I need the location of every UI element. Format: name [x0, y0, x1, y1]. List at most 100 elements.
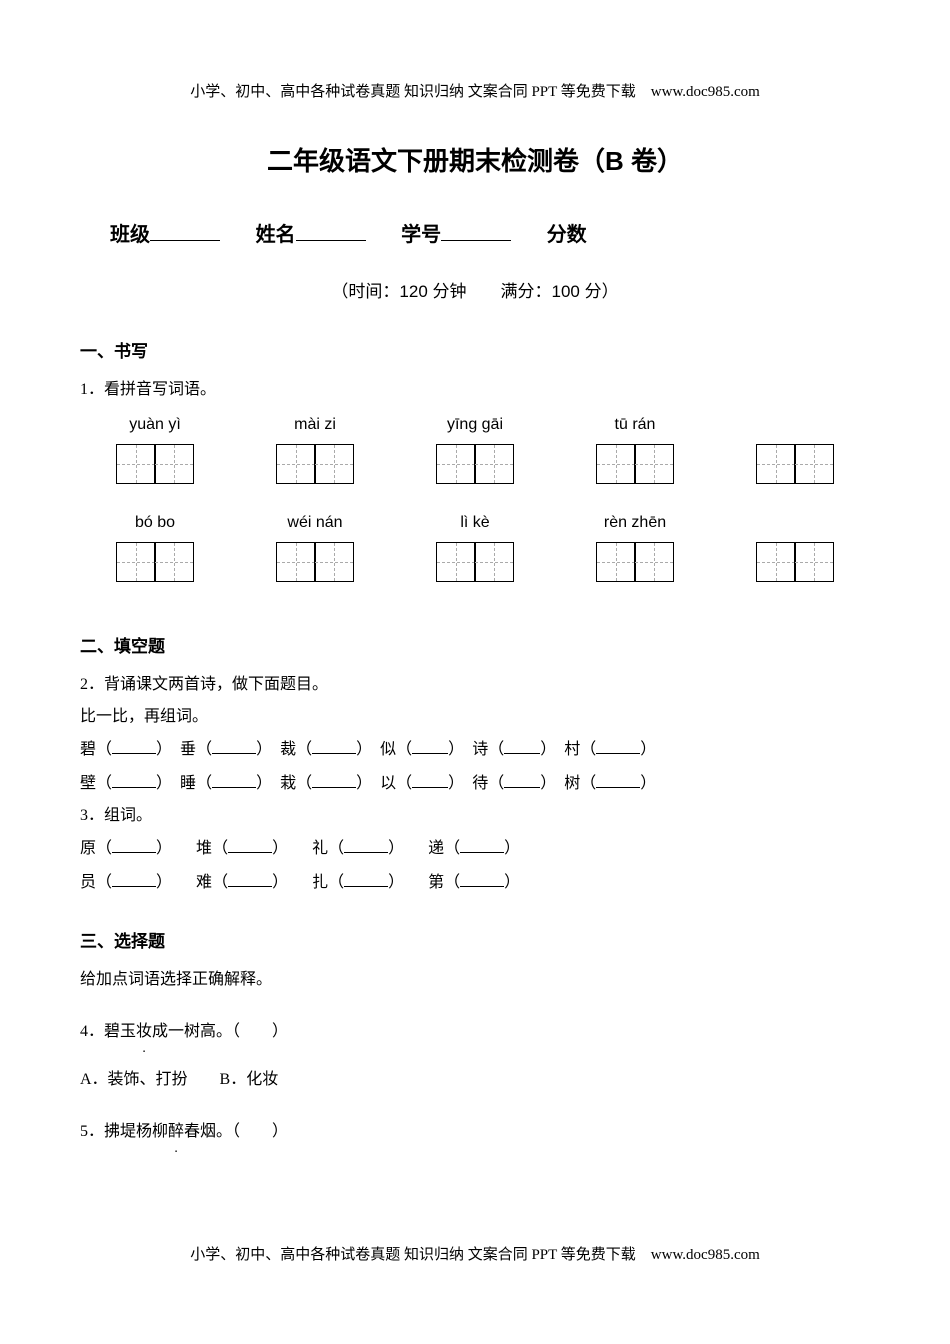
pinyin-group: yuàn yì [80, 416, 230, 484]
footer-text: 小学、初中、高中各种试卷真题 知识归纳 文案合同 PPT 等免费下载 www.d… [0, 1243, 950, 1264]
char: 原 [80, 840, 96, 857]
section-3-intro: 给加点词语选择正确解释。 [80, 964, 870, 996]
q3-row1: 原（） 堆（） 礼（） 递（） [80, 832, 870, 866]
write-boxes[interactable] [596, 542, 675, 582]
blank[interactable] [228, 839, 272, 853]
q2-label: 2．背诵课文两首诗，做下面题目。 [80, 669, 870, 701]
blank[interactable] [112, 839, 156, 853]
q4: 4．碧玉妆成一树高。（ ） [80, 1016, 870, 1048]
pinyin-label: yīng gāi [447, 416, 503, 436]
char: 树 [564, 775, 580, 792]
blank[interactable] [596, 740, 640, 754]
header-text: 小学、初中、高中各种试卷真题 知识归纳 文案合同 PPT 等免费下载 www.d… [80, 80, 870, 101]
pinyin-group: rèn zhēn [560, 514, 710, 582]
char: 堆 [196, 840, 212, 857]
blank[interactable] [312, 740, 356, 754]
q-text: 春烟。（ ） [184, 1123, 288, 1140]
blank[interactable] [112, 774, 156, 788]
pinyin-label: mài zi [294, 416, 336, 436]
char: 以 [380, 775, 396, 792]
char: 递 [428, 840, 444, 857]
dotted-char: 妆 [136, 1016, 152, 1048]
char: 扎 [312, 874, 328, 891]
blank[interactable] [460, 839, 504, 853]
q1-label: 1．看拼音写词语。 [80, 374, 870, 406]
pinyin-label: bó bo [135, 514, 175, 534]
pinyin-label: rèn zhēn [604, 514, 666, 534]
char: 礼 [312, 840, 328, 857]
name-label: 姓名 [256, 224, 296, 246]
q-text: 成一树高。（ ） [152, 1023, 288, 1040]
page: 小学、初中、高中各种试卷真题 知识归纳 文案合同 PPT 等免费下载 www.d… [0, 0, 950, 1344]
char: 壁 [80, 775, 96, 792]
pinyin-group: mài zi [240, 416, 390, 484]
section-1-heading: 一、书写 [80, 337, 870, 362]
exam-title: 二年级语文下册期末检测卷（B 卷） [80, 141, 870, 178]
q5: 5．拂堤杨柳醉春烟。（ ） [80, 1116, 870, 1148]
q-text: 碧玉 [104, 1023, 136, 1040]
pinyin-row-1: yuàn yì mài zi yīng gāi tū rán [80, 416, 870, 484]
q3-row2: 员（） 难（） 扎（） 第（） [80, 866, 870, 900]
blank[interactable] [344, 873, 388, 887]
pinyin-label: tū rán [615, 416, 656, 436]
char: 村 [564, 741, 580, 758]
char: 待 [472, 775, 488, 792]
char: 裁 [280, 741, 296, 758]
pinyin-group [720, 514, 870, 582]
blank[interactable] [312, 774, 356, 788]
section-2-heading: 二、填空题 [80, 632, 870, 657]
write-boxes[interactable] [116, 542, 195, 582]
write-boxes[interactable] [276, 444, 355, 484]
pinyin-row-2: bó bo wéi nán lì kè rèn zhēn [80, 514, 870, 582]
blank[interactable] [112, 740, 156, 754]
char: 睡 [180, 775, 196, 792]
char: 员 [80, 874, 96, 891]
blank[interactable] [344, 839, 388, 853]
id-blank[interactable] [441, 223, 511, 241]
pinyin-group: yīng gāi [400, 416, 550, 484]
blank[interactable] [412, 774, 448, 788]
blank[interactable] [412, 740, 448, 754]
q2-sub: 比一比，再组词。 [80, 701, 870, 733]
pinyin-group: lì kè [400, 514, 550, 582]
time-info: （时间：120 分钟 满分：100 分） [80, 277, 870, 302]
blank[interactable] [212, 740, 256, 754]
pinyin-label: wéi nán [287, 514, 342, 534]
char: 诗 [472, 741, 488, 758]
dotted-char: 醉 [168, 1116, 184, 1148]
score-label: 分数 [547, 224, 587, 246]
pinyin-group: bó bo [80, 514, 230, 582]
blank[interactable] [228, 873, 272, 887]
pinyin-group: tū rán [560, 416, 710, 484]
class-blank[interactable] [150, 223, 220, 241]
pinyin-label: yuàn yì [129, 416, 181, 436]
blank[interactable] [460, 873, 504, 887]
q2-row2: 壁（） 睡（） 栽（） 以（） 待（） 树（） [80, 767, 870, 801]
blank[interactable] [112, 873, 156, 887]
blank[interactable] [596, 774, 640, 788]
write-boxes[interactable] [596, 444, 675, 484]
id-label: 学号 [401, 224, 441, 246]
char: 碧 [80, 741, 96, 758]
student-info-row: 班级 姓名 学号 分数 [110, 218, 870, 247]
char: 难 [196, 874, 212, 891]
blank[interactable] [212, 774, 256, 788]
pinyin-group: wéi nán [240, 514, 390, 582]
blank[interactable] [504, 774, 540, 788]
char: 似 [380, 741, 396, 758]
blank[interactable] [504, 740, 540, 754]
class-label: 班级 [110, 224, 150, 246]
q-text: 拂堤杨柳 [104, 1123, 168, 1140]
write-boxes[interactable] [756, 542, 835, 582]
name-blank[interactable] [296, 223, 366, 241]
write-boxes[interactable] [436, 444, 515, 484]
char: 垂 [180, 741, 196, 758]
write-boxes[interactable] [116, 444, 195, 484]
write-boxes[interactable] [276, 542, 355, 582]
write-boxes[interactable] [756, 444, 835, 484]
char: 第 [428, 874, 444, 891]
write-boxes[interactable] [436, 542, 515, 582]
pinyin-group [720, 416, 870, 484]
q-num: 4． [80, 1023, 104, 1040]
pinyin-label: lì kè [460, 514, 489, 534]
